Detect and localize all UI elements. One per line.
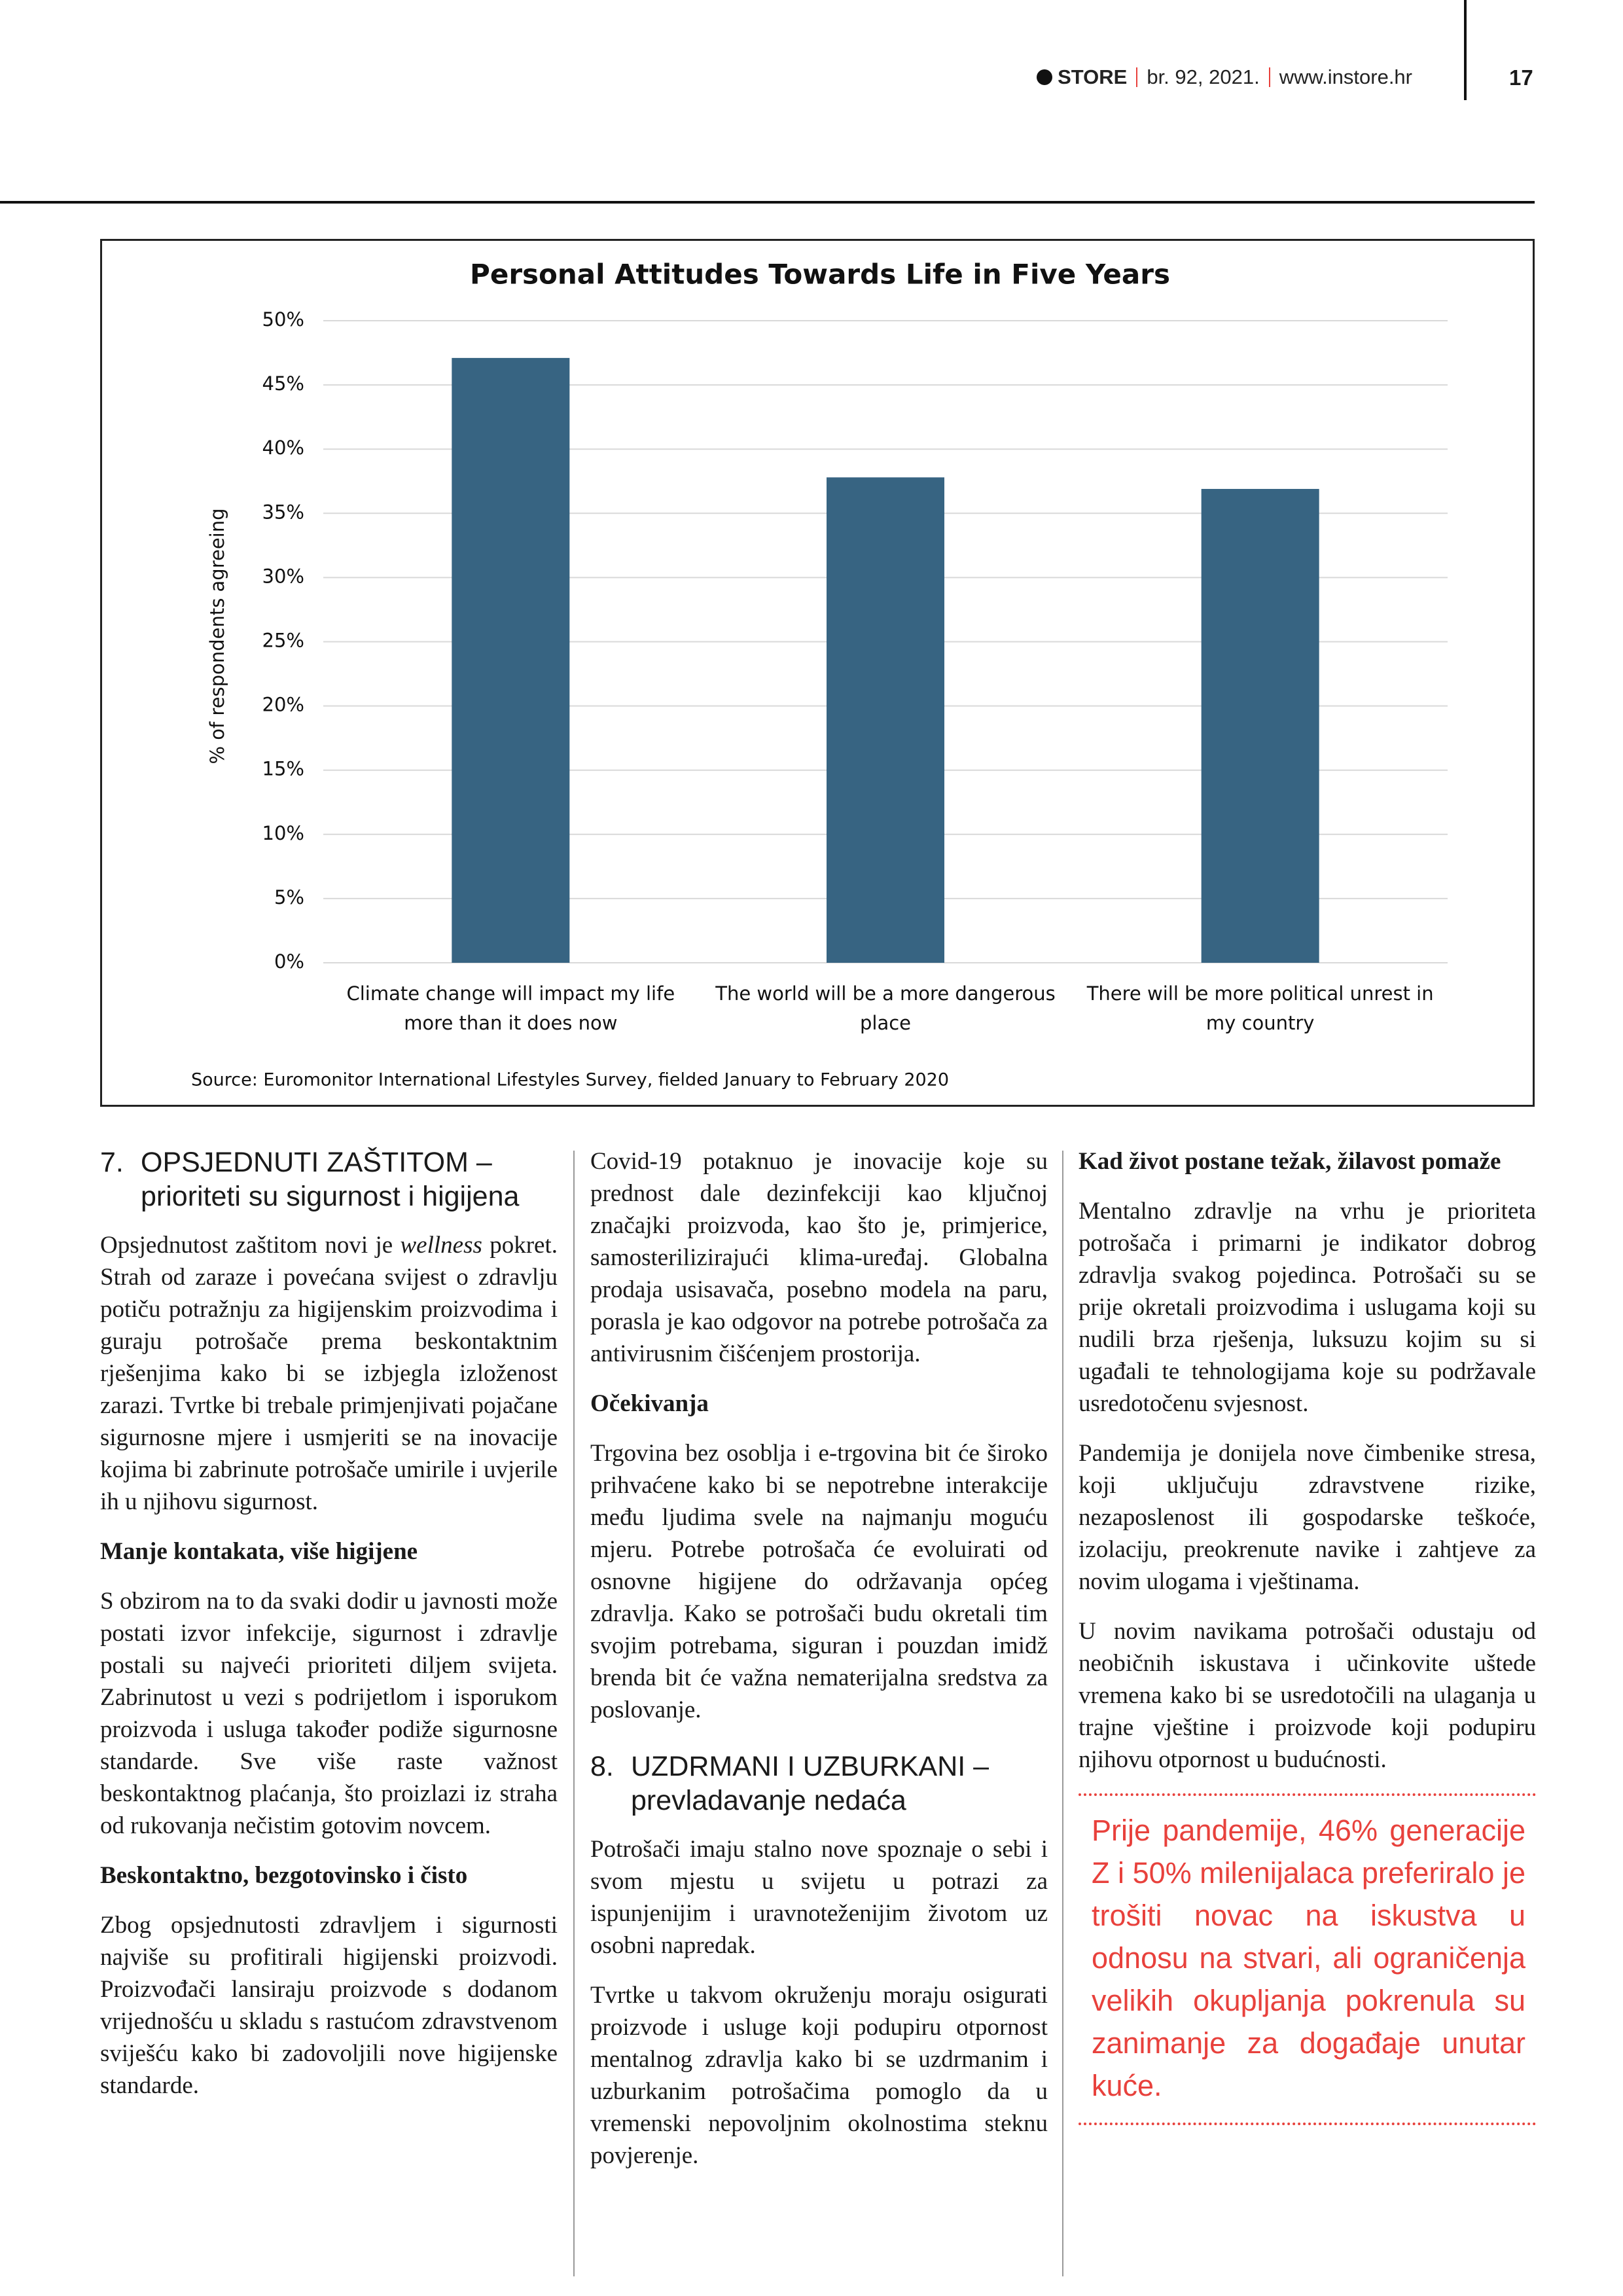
header-info: STORE br. 92, 2021. www.instore.hr xyxy=(1037,65,1412,89)
logo-icon xyxy=(1037,69,1053,85)
page-number: 17 xyxy=(1509,65,1533,90)
y-tick-label: 35% xyxy=(262,501,304,523)
paragraph: Covid-19 potaknuo je inovacije koje su p… xyxy=(590,1148,1048,1367)
y-tick-label: 10% xyxy=(262,822,304,844)
x-tick-label: There will be more political unrest in m… xyxy=(1086,982,1434,1034)
section-number: 8. xyxy=(590,1751,614,1782)
subheading: Manje kontakata, više higijene xyxy=(100,1538,418,1565)
text: pokret. Strah od zaraze i povećana svije… xyxy=(100,1232,558,1515)
column: Covid-19 potaknuo je inovacije koje su p… xyxy=(590,1145,1048,2189)
paragraph: Tvrtke u takvom okruženju moraju osigura… xyxy=(590,1982,1048,2169)
chart-source: Source: Euromonitor International Lifest… xyxy=(191,1070,949,1090)
y-tick-label: 45% xyxy=(262,372,304,395)
subheading: Kad život postane težak, žilavost pomaže xyxy=(1079,1148,1501,1175)
column-divider xyxy=(1062,1151,1063,2276)
y-axis-label: % of respondents agreeing xyxy=(206,508,228,764)
issue: br. 92, 2021. xyxy=(1147,65,1260,88)
chart-title: Personal Attitudes Towards Life in Five … xyxy=(470,259,1170,291)
y-tick-label: 25% xyxy=(262,630,304,652)
paragraph: Trgovina bez osoblja i e-trgovina bit će… xyxy=(590,1440,1048,1723)
paragraph: Pandemija je donijela nove čimbenike str… xyxy=(1079,1440,1536,1595)
separator xyxy=(1268,67,1270,87)
y-tick-label: 50% xyxy=(262,308,304,331)
section-heading: 8. UZDRMANI I UZBURKANI – prevladavanje n… xyxy=(590,1749,1048,1818)
header-vertical-rule xyxy=(1464,0,1467,100)
section-number: 7. xyxy=(100,1147,124,1178)
column-divider xyxy=(573,1151,575,2276)
bar xyxy=(1201,489,1319,963)
y-tick-label: 20% xyxy=(262,694,304,716)
section-title: OPSJEDNUTI ZAŠTITOM – prioriteti su sigu… xyxy=(141,1147,520,1212)
y-tick-label: 30% xyxy=(262,565,304,587)
chart-frame: Personal Attitudes Towards Life in Five … xyxy=(100,239,1535,1107)
y-tick-label: 40% xyxy=(262,437,304,459)
bar xyxy=(452,357,570,963)
y-tick-label: 5% xyxy=(274,886,304,908)
paragraph: Opsjednutost zaštitom novi je wellness p… xyxy=(100,1229,558,1518)
chart: Personal Attitudes Towards Life in Five … xyxy=(191,259,1448,1090)
y-tick-label: 0% xyxy=(274,950,304,973)
y-tick-label: 15% xyxy=(262,758,304,780)
section-title: UZDRMANI I UZBURKANI – prevladavanje ned… xyxy=(631,1751,990,1816)
paragraph: Mentalno zdravlje na vrhu je prioriteta … xyxy=(1079,1198,1536,1417)
x-tick-label: Climate change will impact my life more … xyxy=(346,982,675,1034)
paragraph: Zbog opsjednutosti zdravljem i sigurnost… xyxy=(100,1912,558,2099)
logo: STORE xyxy=(1037,65,1127,89)
subheading: Beskontaktno, bezgotovinsko i čisto xyxy=(100,1862,468,1889)
bar xyxy=(827,477,944,963)
paragraph: Potrošači imaju stalno nove spoznaje o s… xyxy=(590,1836,1048,1959)
section-heading: 7. OPSJEDNUTI ZAŠTITOM – prioriteti su si… xyxy=(100,1145,558,1213)
separator xyxy=(1136,67,1138,87)
subheading: Očekivanja xyxy=(590,1390,709,1417)
paragraph: S obzirom na to da svaki dodir u javnost… xyxy=(100,1588,558,1839)
paragraph: U novim navikama potrošači odustaju od n… xyxy=(1079,1618,1536,1773)
text: Opsjednutost zaštitom novi je xyxy=(100,1232,401,1259)
callout: Prije pandemije, 46% generacije Z i 50% … xyxy=(1079,1793,1536,2125)
header-rule xyxy=(0,201,1535,204)
italic-text: wellness xyxy=(400,1232,482,1259)
column: 7. OPSJEDNUTI ZAŠTITOM – prioriteti su si… xyxy=(100,1145,558,2119)
website: www.instore.hr xyxy=(1279,65,1412,88)
x-tick-label: The world will be a more dangerous place xyxy=(715,982,1056,1034)
column: Kad život postane težak, žilavost pomaže… xyxy=(1079,1145,1536,2125)
logo-text: STORE xyxy=(1058,65,1128,88)
